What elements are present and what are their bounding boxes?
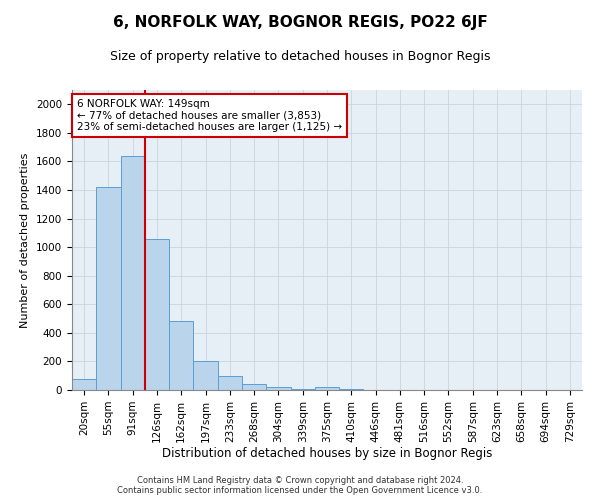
Bar xyxy=(339,388,364,390)
Bar xyxy=(72,378,96,390)
Bar xyxy=(96,187,121,390)
Text: Contains HM Land Registry data © Crown copyright and database right 2024.
Contai: Contains HM Land Registry data © Crown c… xyxy=(118,476,482,495)
Y-axis label: Number of detached properties: Number of detached properties xyxy=(20,152,31,328)
X-axis label: Distribution of detached houses by size in Bognor Regis: Distribution of detached houses by size … xyxy=(162,448,492,460)
Bar xyxy=(218,376,242,390)
Text: 6, NORFOLK WAY, BOGNOR REGIS, PO22 6JF: 6, NORFOLK WAY, BOGNOR REGIS, PO22 6JF xyxy=(113,15,487,30)
Text: 6 NORFOLK WAY: 149sqm
← 77% of detached houses are smaller (3,853)
23% of semi-d: 6 NORFOLK WAY: 149sqm ← 77% of detached … xyxy=(77,99,342,132)
Bar xyxy=(315,387,339,390)
Bar xyxy=(266,387,290,390)
Bar xyxy=(169,322,193,390)
Bar xyxy=(290,388,315,390)
Bar xyxy=(121,156,145,390)
Text: Size of property relative to detached houses in Bognor Regis: Size of property relative to detached ho… xyxy=(110,50,490,63)
Bar xyxy=(145,238,169,390)
Bar xyxy=(242,384,266,390)
Bar xyxy=(193,362,218,390)
